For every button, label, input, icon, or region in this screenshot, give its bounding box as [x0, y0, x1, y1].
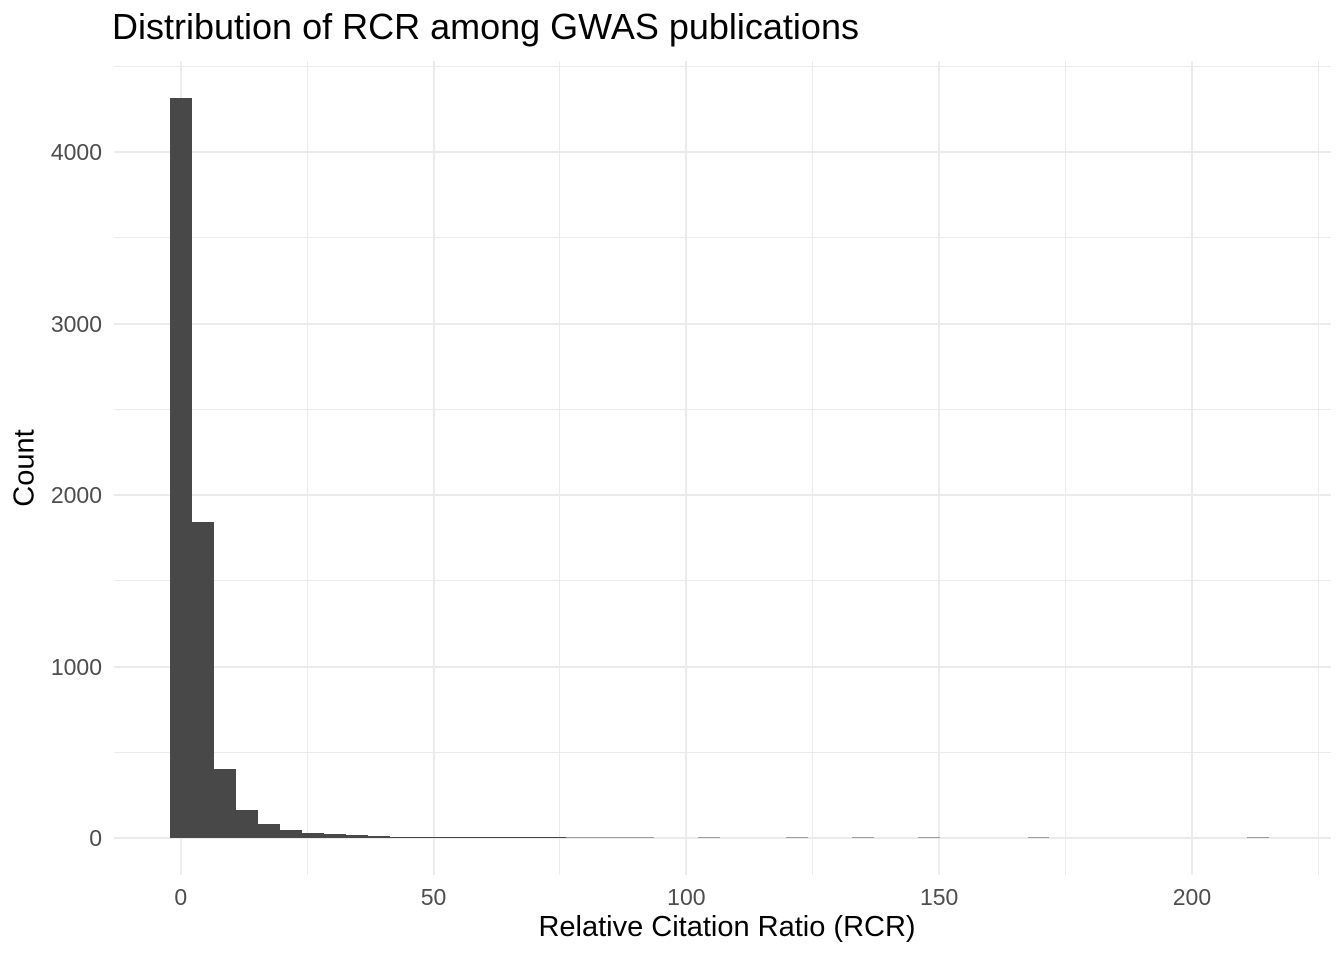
- histogram-bar: [301, 832, 324, 839]
- histogram-bar: [411, 837, 434, 839]
- gridline-minor-x: [1065, 61, 1067, 875]
- y-axis-title: Count: [8, 429, 41, 507]
- histogram-bar: [1027, 837, 1050, 839]
- chart-title: Distribution of RCR among GWAS publicati…: [112, 6, 859, 47]
- histogram-bar: [1247, 837, 1270, 839]
- histogram-bar: [521, 837, 544, 839]
- histogram-bar: [851, 837, 874, 839]
- histogram-bar: [477, 837, 500, 839]
- histogram-bar: [345, 835, 368, 839]
- gridline-major-x: [938, 61, 941, 875]
- histogram-bar: [169, 97, 192, 839]
- gridline-minor-y: [114, 751, 1331, 753]
- gridline-minor-y: [114, 65, 1331, 67]
- gridline-minor-x: [306, 61, 308, 875]
- y-tick-label: 1000: [50, 653, 102, 680]
- gridline-minor-x: [812, 61, 814, 875]
- histogram-bar: [213, 769, 236, 839]
- histogram-bar: [587, 837, 610, 839]
- gridline-minor-y: [114, 580, 1331, 582]
- histogram-bar: [455, 837, 478, 839]
- x-tick-label: 50: [420, 884, 447, 910]
- gridline-minor-x: [559, 61, 561, 875]
- gridline-minor-y: [114, 408, 1331, 410]
- y-tick-label: 4000: [50, 139, 102, 166]
- gridline-major-y: [114, 322, 1331, 325]
- histogram-bar: [609, 837, 632, 839]
- histogram-bar: [323, 834, 346, 839]
- gridline-major-y: [114, 665, 1331, 668]
- x-tick-label: 150: [919, 884, 959, 910]
- histogram-bar: [631, 837, 654, 839]
- x-tick-label: 100: [667, 884, 706, 910]
- gridline-major-y: [114, 494, 1331, 497]
- x-tick-label: 200: [1172, 884, 1212, 910]
- gridline-major-x: [685, 61, 688, 875]
- histogram-bar: [191, 521, 214, 839]
- histogram-bar: [499, 837, 522, 839]
- histogram-bar: [543, 837, 566, 839]
- histogram-bar: [235, 810, 258, 839]
- histogram-bar: [785, 837, 808, 839]
- histogram-bar: [565, 837, 588, 839]
- gridline-major-y: [114, 151, 1331, 154]
- y-tick-label: 2000: [50, 482, 102, 509]
- histogram-bar: [279, 830, 302, 839]
- histogram-bar: [257, 823, 280, 839]
- gridline-minor-y: [114, 237, 1331, 239]
- histogram-bar: [389, 836, 412, 839]
- gridline-major-y: [114, 837, 1331, 840]
- x-axis-title: Relative Citation Ratio (RCR): [538, 911, 916, 943]
- y-tick-label: 0: [89, 825, 102, 852]
- histogram-bar: [367, 836, 390, 839]
- x-tick-label: 0: [174, 884, 188, 910]
- gridline-major-x: [432, 61, 435, 875]
- histogram-bar: [433, 837, 456, 839]
- y-tick-label: 3000: [50, 310, 102, 337]
- gridline-major-x: [1190, 61, 1193, 875]
- gridline-minor-x: [1317, 61, 1319, 875]
- histogram-bar: [697, 837, 720, 839]
- histogram-bar: [917, 837, 940, 839]
